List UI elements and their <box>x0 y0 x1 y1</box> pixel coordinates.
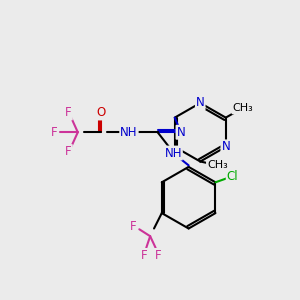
Text: O: O <box>96 106 106 119</box>
Text: NH: NH <box>164 146 182 160</box>
Text: F: F <box>65 106 72 119</box>
Text: F: F <box>141 249 147 262</box>
Text: CH₃: CH₃ <box>232 103 253 113</box>
Text: N: N <box>196 97 205 110</box>
Text: N: N <box>176 126 185 139</box>
Text: CH₃: CH₃ <box>207 160 228 170</box>
Text: F: F <box>51 126 58 139</box>
Text: NH: NH <box>120 126 138 139</box>
Text: F: F <box>65 145 72 158</box>
Text: N: N <box>221 140 230 153</box>
Text: Cl: Cl <box>227 169 238 183</box>
Text: F: F <box>154 249 161 262</box>
Text: F: F <box>130 220 136 233</box>
